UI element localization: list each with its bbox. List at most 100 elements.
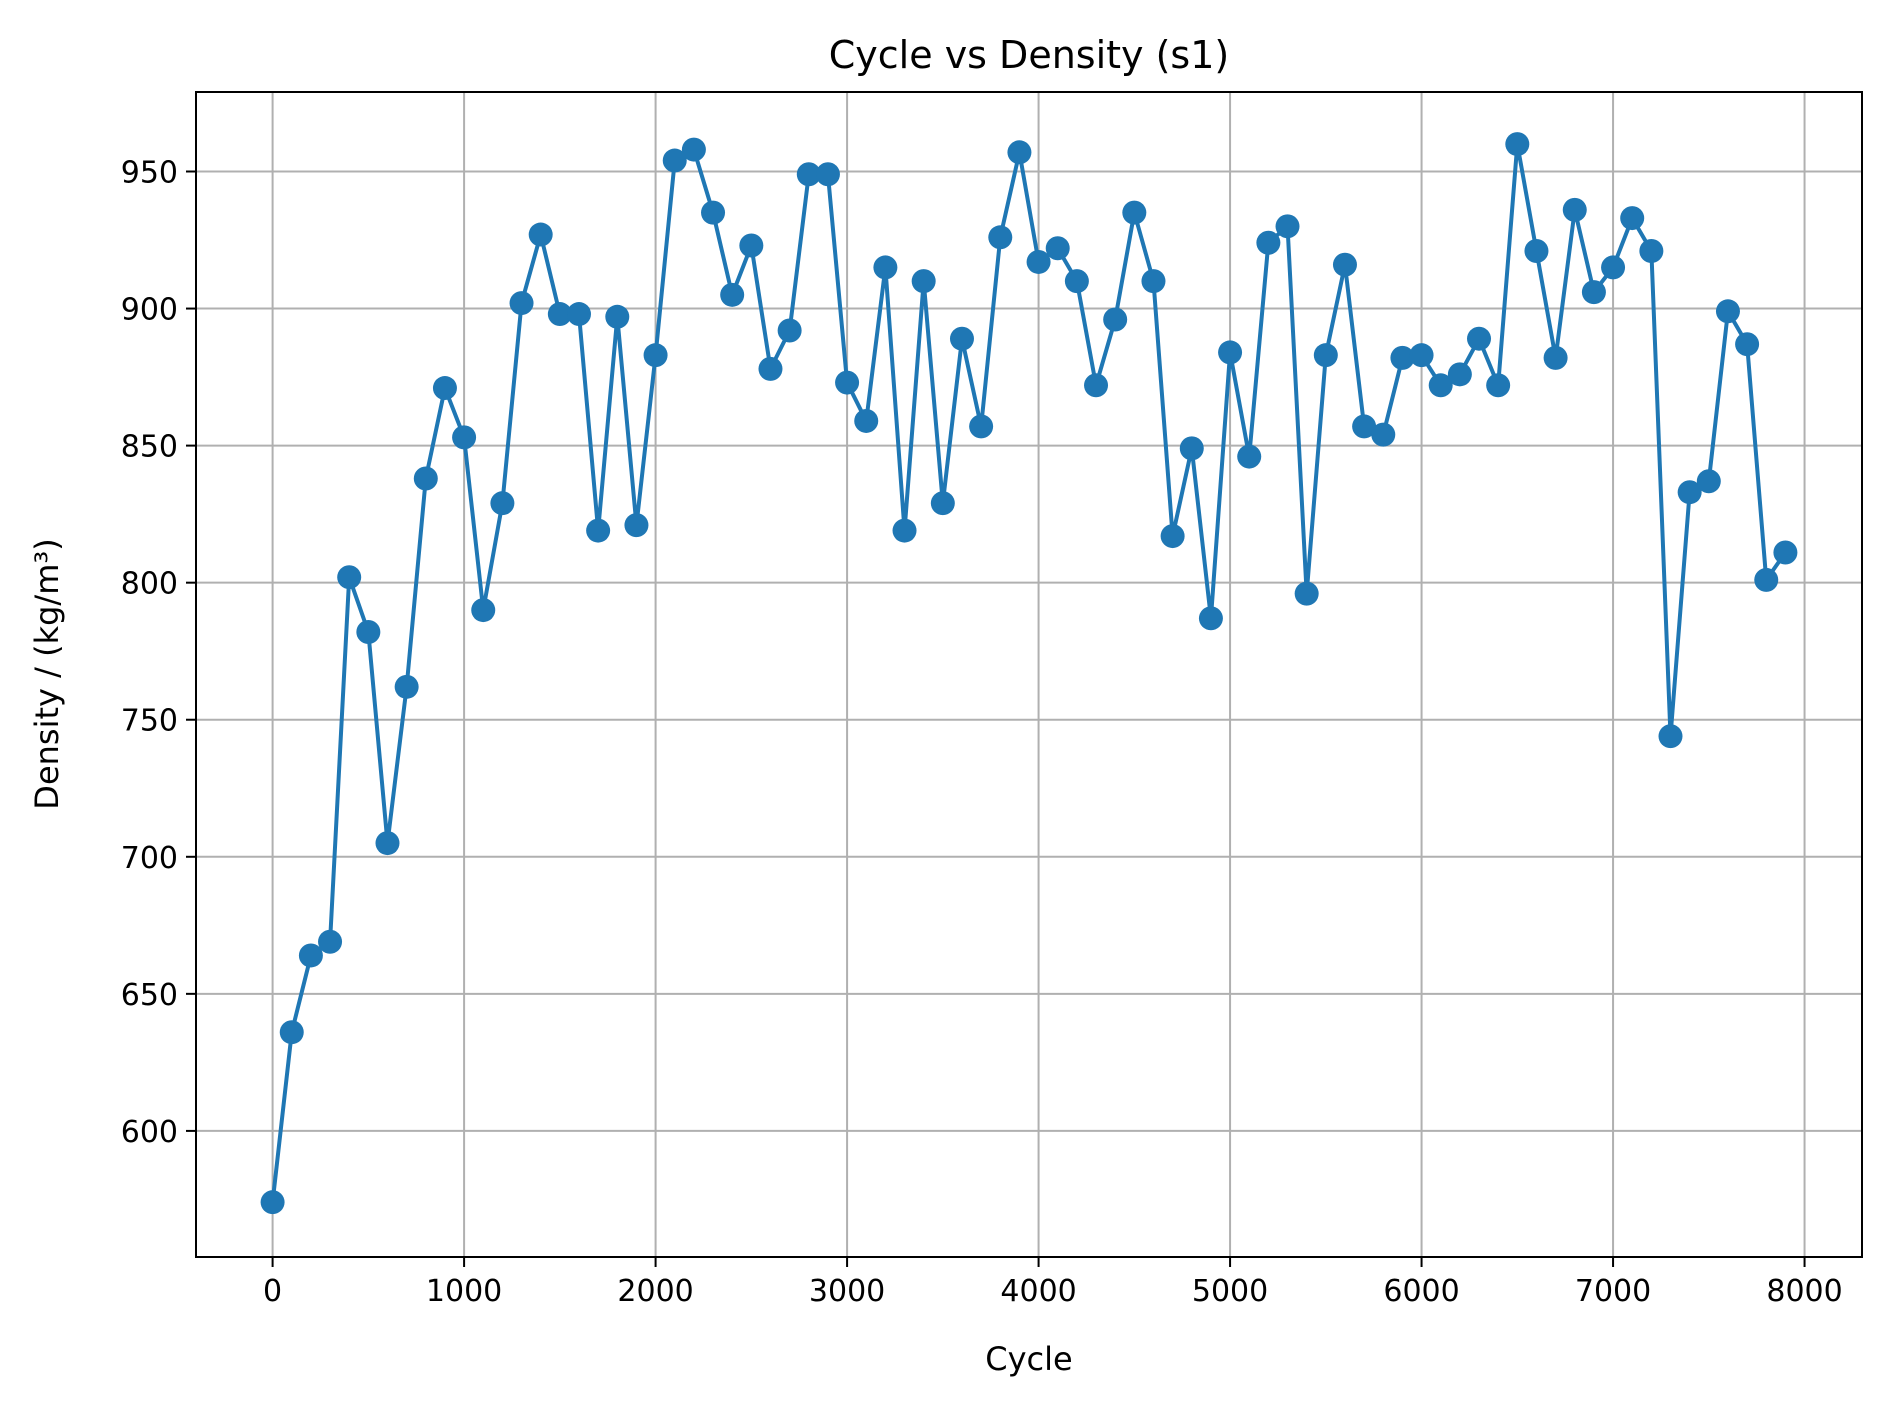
data-point — [471, 598, 496, 623]
x-tick-label: 6000 — [1383, 1274, 1459, 1309]
data-point — [777, 318, 802, 343]
data-point — [1294, 581, 1319, 606]
y-tick-label: 950 — [121, 155, 178, 190]
y-tick-label: 600 — [121, 1115, 178, 1150]
plot-area-frame — [195, 91, 1863, 1258]
data-point — [1371, 422, 1396, 447]
data-point — [643, 343, 668, 368]
data-point — [298, 943, 323, 968]
data-point — [566, 302, 591, 327]
data-point — [854, 408, 879, 433]
data-point — [1754, 567, 1779, 592]
data-point — [413, 466, 438, 491]
data-point — [1064, 269, 1089, 294]
data-point — [892, 518, 917, 543]
y-tick-label: 700 — [121, 841, 178, 876]
data-point — [930, 491, 955, 516]
data-point — [394, 674, 419, 699]
x-tick-label: 7000 — [1575, 1274, 1651, 1309]
data-point — [701, 200, 726, 225]
data-point — [969, 414, 994, 439]
data-point — [758, 356, 783, 381]
data-point — [279, 1020, 304, 1045]
data-point — [1735, 332, 1760, 357]
data-point — [1313, 343, 1338, 368]
data-point — [1179, 436, 1204, 461]
data-point — [1198, 606, 1223, 631]
x-tick-label: 4000 — [1000, 1274, 1076, 1309]
y-tick-label: 900 — [121, 293, 178, 328]
data-point — [1390, 345, 1415, 370]
data-point — [1237, 444, 1262, 469]
data-point — [1677, 480, 1702, 505]
data-point — [375, 831, 400, 856]
data-point — [452, 425, 477, 450]
data-point — [547, 302, 572, 327]
data-point — [873, 255, 898, 280]
data-point — [1562, 197, 1587, 222]
data-point — [356, 620, 381, 645]
data-point — [1696, 469, 1721, 494]
data-point — [318, 929, 343, 954]
data-point — [681, 137, 706, 162]
data-point — [260, 1190, 285, 1215]
data-point — [1332, 252, 1357, 277]
data-point — [432, 376, 457, 401]
data-point — [949, 326, 974, 351]
data-point — [662, 148, 687, 173]
data-point — [1275, 214, 1300, 239]
data-point — [796, 162, 821, 187]
data-point — [1505, 132, 1530, 157]
data-point — [1007, 140, 1032, 165]
y-tick-label: 650 — [121, 978, 178, 1013]
y-tick-label: 850 — [121, 430, 178, 465]
data-point — [1352, 414, 1377, 439]
y-axis-label: Density / (kg/m³) — [28, 538, 66, 809]
data-point — [528, 222, 553, 247]
data-point — [739, 233, 764, 258]
x-tick-label: 8000 — [1766, 1274, 1842, 1309]
x-tick-label: 1000 — [426, 1274, 502, 1309]
data-point — [1122, 200, 1147, 225]
data-point — [1773, 540, 1798, 565]
data-point — [1658, 724, 1683, 749]
data-point — [988, 225, 1013, 250]
data-point — [624, 513, 649, 538]
data-point — [1524, 238, 1549, 263]
data-point — [509, 291, 534, 316]
data-series — [260, 132, 1798, 1215]
data-point — [911, 269, 936, 294]
data-point — [720, 282, 745, 307]
x-tick-label: 2000 — [617, 1274, 693, 1309]
data-point — [1620, 206, 1645, 231]
data-point — [1409, 343, 1434, 368]
data-point — [586, 518, 611, 543]
data-point — [337, 565, 362, 590]
data-point — [490, 491, 515, 516]
x-tick-label: 5000 — [1192, 1274, 1268, 1309]
data-point — [1428, 373, 1453, 398]
data-point — [1084, 373, 1109, 398]
chart-title: Cycle vs Density (s1) — [829, 33, 1229, 77]
data-point — [1141, 269, 1166, 294]
axis-ticks: 0 1000 2000 3000 4000 5000 6000 7000 8000 600 650 7… — [121, 155, 1843, 1309]
data-point — [1103, 307, 1128, 332]
data-point — [1543, 345, 1568, 370]
grid-lines — [196, 92, 1862, 1257]
data-point — [1256, 230, 1281, 255]
data-point — [1486, 373, 1511, 398]
data-point — [815, 162, 840, 187]
data-point — [1045, 236, 1070, 261]
x-tick-label: 3000 — [809, 1274, 885, 1309]
y-tick-label: 750 — [121, 704, 178, 739]
data-point — [1467, 326, 1492, 351]
data-point — [835, 370, 860, 395]
x-axis-label: Cycle — [985, 1340, 1072, 1378]
data-point — [605, 304, 630, 329]
data-point — [1026, 249, 1051, 274]
data-point — [1715, 299, 1740, 324]
x-tick-label: 0 — [263, 1274, 282, 1309]
data-point — [1218, 340, 1243, 365]
data-point — [1639, 238, 1664, 263]
